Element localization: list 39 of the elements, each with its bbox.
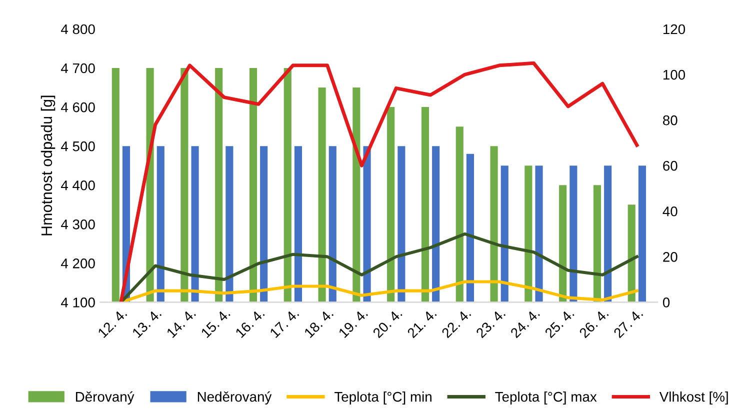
line-series bbox=[119, 61, 639, 302]
y2-tick-label: 80 bbox=[663, 115, 678, 126]
y-tick-label: 4 300 bbox=[61, 219, 95, 230]
line-series bbox=[119, 280, 638, 302]
x-tick-label: 14. 4. bbox=[166, 308, 196, 338]
legend-label: Teplota [°C] min bbox=[334, 392, 432, 404]
x-tick-label: 22. 4. bbox=[441, 308, 472, 338]
y2-tick-label: 100 bbox=[663, 70, 686, 80]
y-tick-label: 4 500 bbox=[61, 141, 95, 152]
x-tick-label: 20. 4. bbox=[372, 308, 402, 338]
y2-tick-label: 20 bbox=[663, 252, 678, 262]
y-tick-label: 4 400 bbox=[61, 180, 95, 190]
x-tick-label: 19. 4. bbox=[338, 308, 368, 338]
y-tick-label: 4 100 bbox=[61, 298, 95, 308]
x-tick-label: 12. 4. bbox=[97, 308, 128, 338]
x-tick-label: 13. 4. bbox=[132, 308, 162, 338]
legend-label: Neděrovaný bbox=[198, 391, 272, 404]
y-tick-label: 4 600 bbox=[61, 102, 95, 112]
x-tick-label: 15. 4. bbox=[200, 308, 230, 338]
y-axis-title: Hmotnost odpadu [g] bbox=[40, 96, 56, 236]
x-tick-label: 26. 4. bbox=[578, 308, 609, 338]
y-tick-label: 4 700 bbox=[61, 63, 95, 74]
legend-label: Teplota [°C] max bbox=[495, 392, 597, 404]
x-tick-label: 17. 4. bbox=[269, 308, 300, 338]
x-tick-label: 24. 4. bbox=[510, 308, 540, 338]
x-tick-label: 21. 4. bbox=[406, 308, 437, 338]
x-tick-label: 23. 4. bbox=[476, 308, 506, 338]
y2-tick-label: 120 bbox=[663, 24, 686, 34]
legend-label: Děrovaný bbox=[76, 391, 134, 404]
x-tick-label: 18. 4. bbox=[304, 308, 334, 338]
y-tick-label: 4 200 bbox=[61, 258, 95, 268]
y-tick-label: 4 800 bbox=[61, 24, 95, 34]
x-tick-label: 27. 4. bbox=[613, 308, 644, 338]
x-tick-label: 16. 4. bbox=[234, 308, 265, 338]
y2-tick-label: 0 bbox=[662, 298, 670, 308]
x-tick-label: 25. 4. bbox=[544, 308, 574, 338]
y2-tick-label: 40 bbox=[662, 206, 678, 216]
y2-tick-label: 60 bbox=[663, 160, 678, 171]
legend-label: Vlhkost [%] bbox=[659, 392, 728, 404]
